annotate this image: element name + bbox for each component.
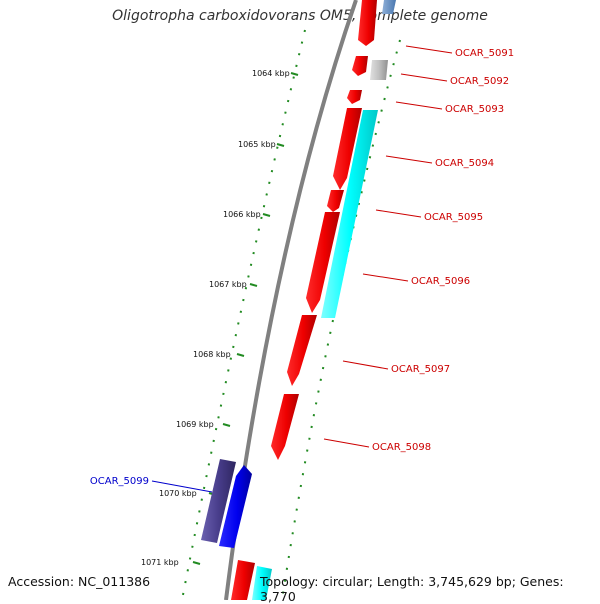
- gene-leader-line: [151, 480, 213, 493]
- gene-leader-line: [405, 45, 453, 54]
- gene-label-OCAR_5095: OCAR_5095: [424, 212, 483, 223]
- gene-label-OCAR_5093: OCAR_5093: [445, 104, 504, 115]
- gene-leader-line: [323, 438, 370, 448]
- gene-top-steel: [382, 0, 396, 14]
- gene-leader-line: [385, 155, 433, 164]
- feature-layer: [201, 0, 396, 600]
- gene-OCAR_5095: [327, 190, 344, 212]
- gene-leader-line: [400, 73, 448, 82]
- gene-OCAR_5094: [333, 108, 362, 190]
- gene-leader-line: [395, 101, 443, 110]
- gene-OCAR_5097: [287, 315, 317, 386]
- kbp-label: 1069 kbp: [176, 420, 214, 429]
- kbp-label: 1071 kbp: [141, 558, 179, 567]
- gene-OCAR_5091: [358, 0, 377, 46]
- gene-OCAR_5093: [347, 90, 362, 104]
- gene-OCAR_5098: [271, 394, 299, 460]
- gene-bottom-red: [231, 560, 255, 600]
- cds-feature-cyan: [321, 110, 378, 318]
- kbp-major-tick: [290, 72, 299, 76]
- gene-leader-line: [342, 360, 389, 370]
- gene-leader-line: [362, 273, 409, 282]
- gene-leader-line: [375, 209, 422, 218]
- inner-tick-ring: [181, 29, 306, 600]
- gene-OCAR_5092-feature: [370, 60, 388, 80]
- gene-label-OCAR_5097: OCAR_5097: [391, 364, 450, 375]
- gene-OCAR_5099: [219, 465, 252, 548]
- kbp-label: 1065 kbp: [238, 140, 276, 149]
- gene-OCAR_5099-slate: [201, 459, 236, 543]
- accession-text: Accession: NC_011386: [8, 574, 151, 589]
- gene-label-OCAR_5096: OCAR_5096: [411, 276, 470, 287]
- kbp-major-tick: [192, 561, 201, 565]
- kbp-label: 1070 kbp: [159, 489, 197, 498]
- kbp-label: 1066 kbp: [223, 210, 261, 219]
- outer-tick-ring: [281, 39, 401, 600]
- kbp-major-tick: [236, 353, 245, 357]
- kbp-major-tick: [262, 213, 271, 217]
- gene-label-OCAR_5091: OCAR_5091: [455, 48, 514, 59]
- kbp-major-tick: [249, 283, 258, 287]
- gene-label-OCAR_5098: OCAR_5098: [372, 442, 431, 453]
- kbp-major-tick: [222, 423, 231, 427]
- kbp-label: 1068 kbp: [193, 350, 231, 359]
- gene-OCAR_5096: [306, 212, 340, 313]
- gene-label-OCAR_5099: OCAR_5099: [90, 476, 149, 487]
- cds-feature-bottom: [252, 566, 272, 600]
- label-layer: 1064 kbp 1065 kbp 1066 kbp 1067 kbp 1068 kbp…: [90, 45, 514, 567]
- gene-label-OCAR_5092: OCAR_5092: [450, 76, 509, 87]
- kbp-label: 1067 kbp: [209, 280, 247, 289]
- kbp-label: 1064 kbp: [252, 69, 290, 78]
- map-title: Oligotropha carboxidovorans OM5, complet…: [112, 8, 488, 24]
- gene-label-OCAR_5094: OCAR_5094: [435, 158, 494, 169]
- kbp-major-tick: [276, 143, 285, 147]
- gene-OCAR_5092: [352, 56, 368, 76]
